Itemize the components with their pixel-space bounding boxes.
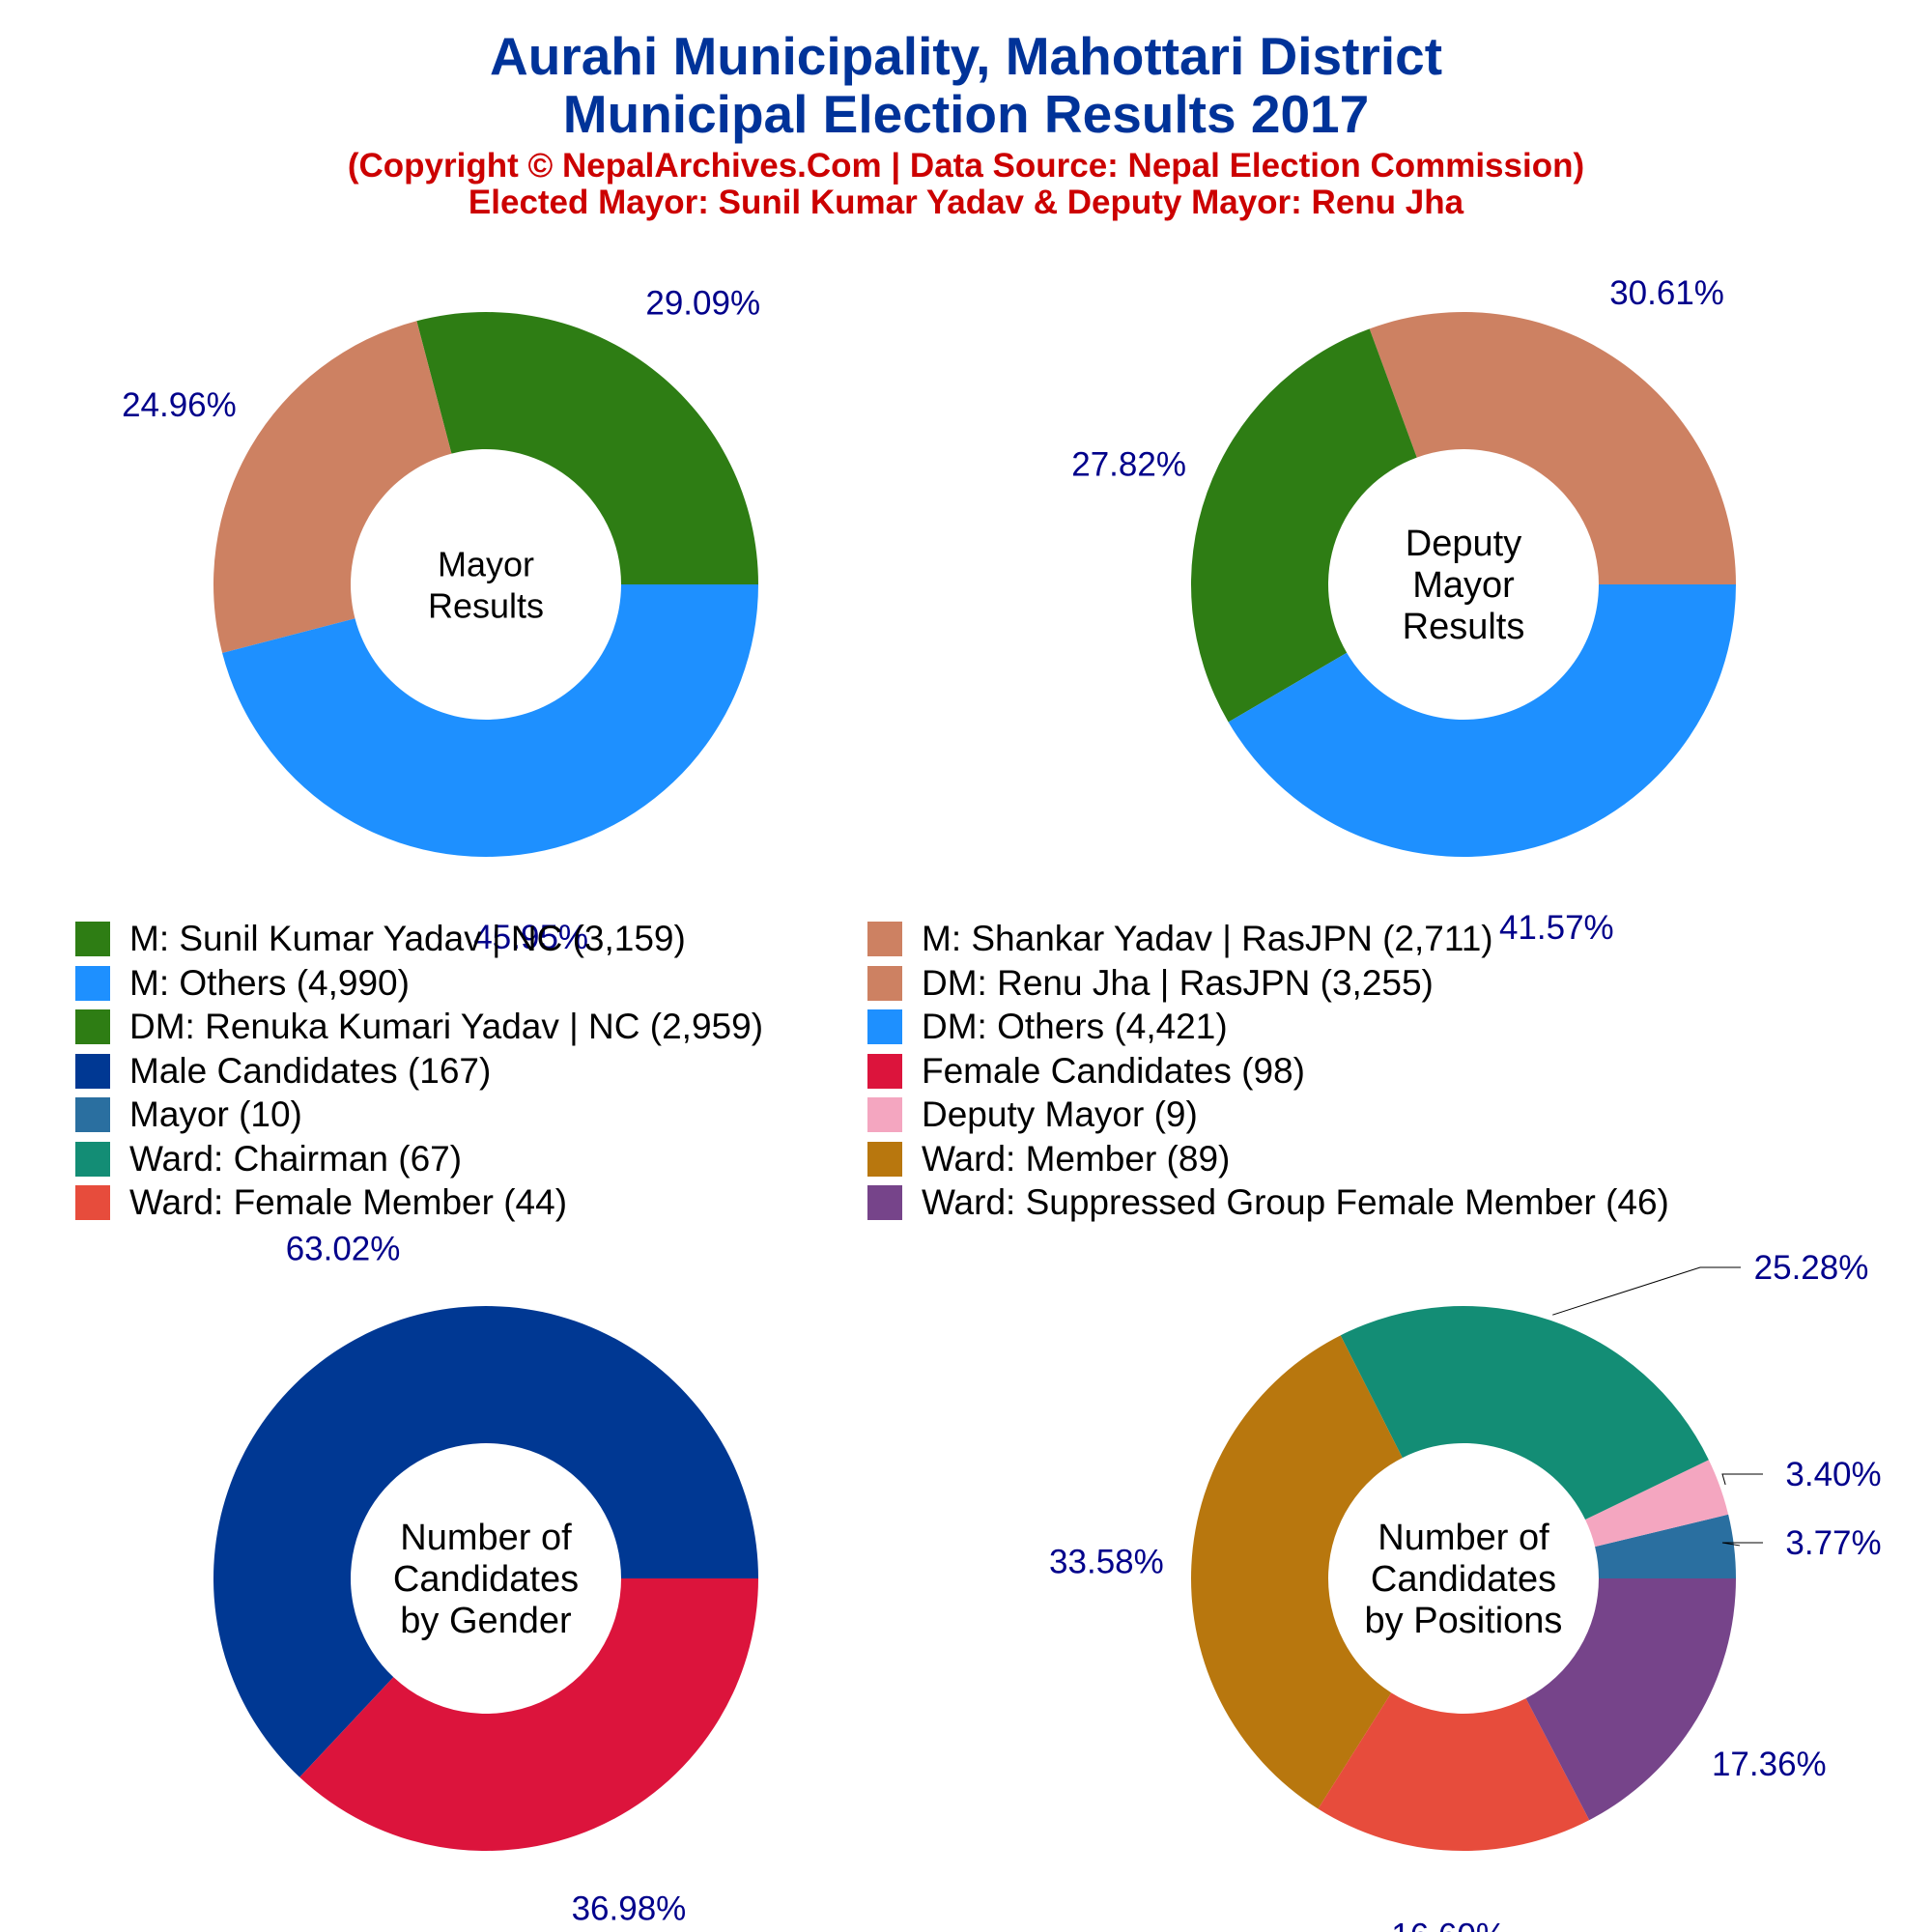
percent-label: 17.36% [1712,1746,1827,1783]
legend-swatch [75,1009,110,1044]
legend-label: Mayor (10) [129,1094,302,1134]
center-label: Candidates [1371,1559,1556,1600]
percent-label: 16.60% [1391,1918,1506,1932]
legend-swatch [75,1185,110,1220]
legend-item: M: Sunil Kumar Yadav | NC (3,159) [75,918,686,960]
legend-item: Ward: Member (89) [867,1138,1230,1180]
legend-item: Ward: Suppressed Group Female Member (46… [867,1181,1669,1224]
center-label: Mayor [1412,565,1515,606]
percent-label: 63.02% [286,1231,401,1268]
legend-swatch [75,1053,110,1089]
legend-label: DM: Renuka Kumari Yadav | NC (2,959) [129,1007,764,1046]
legend-swatch [867,922,902,956]
legend-swatch [867,1097,902,1132]
elected-subtitle: Elected Mayor: Sunil Kumar Yadav & Deput… [468,184,1464,221]
chart-title-line2: Municipal Election Results 2017 [562,84,1370,144]
center-label: Results [428,586,544,626]
percent-label: 29.09% [645,285,760,323]
legend-item: Mayor (10) [75,1094,302,1136]
legend-label: Male Candidates (167) [129,1050,492,1091]
percent-label: 30.61% [1609,274,1724,312]
legend-label: M: Shankar Yadav | RasJPN (2,711) [922,919,1493,958]
legend-item: DM: Others (4,421) [867,1006,1228,1048]
legend-label: Ward: Female Member (44) [129,1182,568,1222]
slice-dm-renu-jha-rasjpn [1369,311,1736,584]
legend-item: DM: Renuka Kumari Yadav | NC (2,959) [75,1006,763,1048]
center-label: Number of [1378,1518,1549,1558]
percent-label: 27.82% [1071,446,1186,484]
legend-label: DM: Others (4,421) [922,1007,1228,1046]
legend-swatch [867,1185,902,1220]
center-label: Mayor [438,545,534,584]
leader-line [1721,1473,1763,1486]
legend-label: Female Candidates (98) [922,1050,1305,1091]
legend-item: Ward: Chairman (67) [75,1138,462,1180]
chart-title-line1: Aurahi Municipality, Mahottari District [489,26,1443,86]
legend-swatch [867,1053,902,1089]
legend-item: DM: Renu Jha | RasJPN (3,255) [867,962,1434,1005]
legend-label: Ward: Member (89) [922,1138,1231,1179]
legend-swatch [75,965,110,1001]
legend-swatch [867,1141,902,1177]
legend-item: M: Others (4,990) [75,962,410,1005]
slice-dm-renuka-kumari-yadav-nc [1190,328,1417,723]
center-label: by Positions [1365,1601,1563,1641]
slice-deputy-mayor [1585,1460,1729,1548]
legend-swatch [867,965,902,1001]
leader-line [1721,1542,1763,1547]
legend-swatch [867,1009,902,1044]
percent-label: 33.58% [1049,1543,1164,1580]
slice-m-sunil-kumar-yadav-nc [416,311,758,584]
slice-mayor [1595,1514,1736,1578]
legend-label: M: Others (4,990) [129,962,410,1003]
legend-item: Ward: Female Member (44) [75,1181,567,1224]
percent-label: 36.98% [572,1889,687,1927]
legend-swatch [75,1097,110,1132]
slice-ward-female-member [1318,1692,1590,1851]
slice-ward-chairman [1340,1306,1709,1520]
copyright-subtitle: (Copyright © NepalArchives.Com | Data So… [347,147,1585,185]
legend-swatch [75,922,110,956]
percent-label: 3.40% [1785,1456,1881,1493]
slice-ward-member [1191,1335,1403,1809]
center-label: Results [1403,607,1525,647]
percent-label: 41.57% [1499,909,1614,947]
percent-label: 45.95% [473,919,588,956]
slice-m-shankar-yadav-rasjpn [213,321,452,654]
slice-m-others [222,584,758,857]
center-label: Number of [400,1518,572,1558]
slice-ward-suppressed-group-female-member [1525,1578,1736,1821]
legend-item: Deputy Mayor (9) [867,1094,1198,1136]
legend-item: M: Shankar Yadav | RasJPN (2,711) [867,918,1493,960]
legend-item: Female Candidates (98) [867,1050,1305,1093]
legend-label: Ward: Chairman (67) [129,1138,463,1179]
slice-male-candidates [213,1306,758,1777]
percent-label: 24.96% [122,386,237,424]
slice-dm-others [1228,584,1736,858]
center-label: Candidates [393,1559,579,1600]
legend-swatch [75,1141,110,1177]
legend-label: Deputy Mayor (9) [922,1094,1198,1134]
percent-label: 25.28% [1754,1249,1869,1287]
legend-label: DM: Renu Jha | RasJPN (3,255) [922,962,1434,1003]
center-label: by Gender [400,1601,572,1641]
donut-chart-4: 3.77% 3.40% 25.28% 33.58% 16.60% 17.36% Number… [1049,1249,1882,1932]
legend-label: Ward: Suppressed Group Female Member (46… [922,1182,1669,1222]
legend-item: Male Candidates (167) [75,1050,491,1093]
legend-label: M: Sunil Kumar Yadav | NC (3,159) [129,919,686,958]
center-label: Deputy [1406,524,1521,564]
percent-label: 3.77% [1785,1524,1881,1562]
slice-female-candidates [299,1578,758,1851]
leader-line [1552,1266,1741,1316]
